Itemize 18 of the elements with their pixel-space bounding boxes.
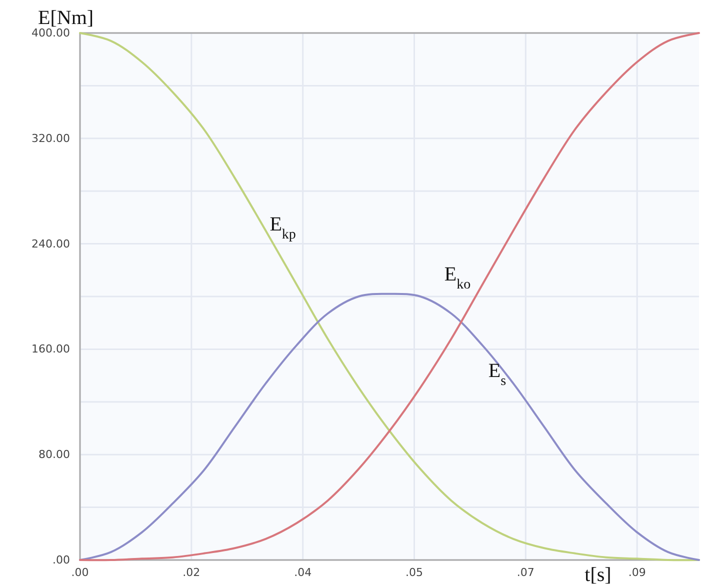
x-tick-label: .00 xyxy=(71,566,89,579)
x-tick-label: .07 xyxy=(516,566,534,579)
line-series xyxy=(79,32,700,562)
x-tick-label: .02 xyxy=(182,566,200,579)
y-tick-label: .00 xyxy=(52,554,70,567)
x-tick-label: .04 xyxy=(294,566,312,579)
y-tick-label: 160.00 xyxy=(32,342,70,356)
y-axis-title: E[Nm] xyxy=(38,7,94,29)
series-label: E$_{ko}$ xyxy=(444,264,471,292)
y-tick-label: 240.00 xyxy=(32,237,70,250)
series-label: E$_{s}$ xyxy=(488,360,506,389)
x-axis-title: t[s] xyxy=(584,564,612,586)
x-tick-label: .09 xyxy=(628,566,646,579)
x-tick-label: .05 xyxy=(406,566,424,579)
y-tick-label: 400.00 xyxy=(32,26,70,40)
y-tick-label: 320.00 xyxy=(32,132,70,145)
y-tick-label: 80.00 xyxy=(38,448,70,462)
series-label: E$_{kp}$ xyxy=(270,214,296,242)
